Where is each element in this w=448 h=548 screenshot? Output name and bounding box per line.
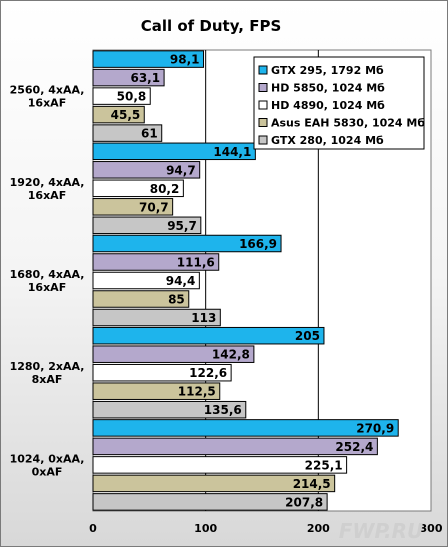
watermark: FWP.RU — [339, 519, 423, 543]
legend-swatch — [258, 118, 268, 127]
bar — [92, 271, 200, 290]
data-label: 270,9 — [356, 421, 394, 435]
bar — [92, 198, 174, 216]
data-label: 61 — [141, 127, 158, 141]
bar — [92, 326, 325, 345]
bar — [92, 50, 205, 68]
data-label: 94,7 — [166, 163, 196, 177]
category-label: 1024, 0xAA, 0xAF — [10, 452, 85, 478]
bar — [92, 493, 328, 511]
data-label: 112,5 — [178, 385, 216, 399]
bar — [92, 400, 247, 419]
category-label: 1280, 2xAA, 8xAF — [10, 360, 85, 386]
data-label: 113 — [191, 311, 216, 325]
bar — [92, 179, 184, 198]
legend-entry: Asus EAH 5830, 1024 Мб — [271, 117, 425, 130]
legend-swatch — [258, 135, 268, 145]
legend-entry: GTX 280, 1024 Мб — [271, 134, 384, 147]
category-labels: 2560, 4xAA, 16xAF 1920, 4xAA, 16xAF 1680, 4x… — [10, 84, 85, 479]
data-label: 135,6 — [204, 403, 242, 417]
bar — [92, 124, 163, 142]
data-label: 252,4 — [335, 440, 373, 454]
bar — [92, 216, 202, 235]
bar — [92, 87, 151, 105]
data-label: 225,1 — [305, 458, 343, 472]
data-label: 70,7 — [139, 200, 169, 214]
bar — [92, 456, 348, 474]
legend-entry: HD 5850, 1024 Мб — [271, 82, 385, 95]
legend-entry: GTX 295, 1792 Мб — [271, 64, 384, 77]
bar — [92, 142, 256, 161]
tick-label: 0 — [89, 522, 97, 535]
bar — [92, 363, 232, 382]
bar — [92, 345, 255, 363]
x-axis-ticks: 0 100 200 300 — [89, 522, 443, 535]
category-label: 1680, 4xAA, 16xAF — [10, 268, 85, 294]
legend-swatch — [258, 100, 268, 110]
bar — [92, 308, 221, 327]
tick-label: 100 — [194, 522, 217, 535]
legend-box — [253, 56, 425, 150]
data-label: 94,4 — [166, 274, 196, 288]
data-label: 205 — [295, 329, 320, 343]
data-label: 144,1 — [213, 145, 251, 159]
bars: 98,1 63,1 50,8 45,561 144,1 94,7 80,2 70,7 95,7 1… — [92, 50, 399, 511]
data-label: 50,8 — [117, 90, 147, 104]
data-label: 142,8 — [212, 348, 250, 362]
data-label: 45,5 — [111, 108, 141, 122]
data-label: 98,1 — [170, 53, 200, 67]
bar — [92, 68, 165, 87]
data-label: 207,8 — [285, 495, 323, 509]
bar — [92, 105, 145, 124]
bar — [92, 253, 220, 271]
bar — [92, 290, 190, 308]
chart-title: Call of Duty, FPS — [141, 17, 282, 35]
bar — [92, 474, 336, 493]
legend-entry: HD 4890, 1024 Мб — [271, 99, 385, 112]
category-label: 1920, 4xAA, 16xAF — [10, 176, 85, 202]
bar — [92, 419, 399, 437]
legend: GTX 295, 1792 Мб HD 5850, 1024 Мб HD 4890,… — [253, 56, 425, 150]
data-label: 122,6 — [189, 366, 227, 380]
legend-swatch — [258, 65, 268, 75]
data-label: 166,9 — [239, 237, 277, 251]
bar — [92, 161, 201, 179]
bar — [92, 234, 282, 253]
data-label: 85 — [168, 293, 185, 307]
category-label: 2560, 4xAA, 16xAF — [10, 84, 85, 110]
data-label: 111,6 — [177, 256, 215, 270]
data-label: 214,5 — [293, 477, 331, 491]
bar — [92, 437, 378, 456]
data-label: 63,1 — [130, 71, 160, 85]
data-label: 80,2 — [150, 182, 180, 196]
tick-label: 300 — [420, 522, 443, 535]
tick-label: 200 — [307, 522, 330, 535]
data-label: 95,7 — [167, 219, 197, 233]
bar — [92, 382, 221, 400]
legend-swatch — [258, 83, 268, 92]
